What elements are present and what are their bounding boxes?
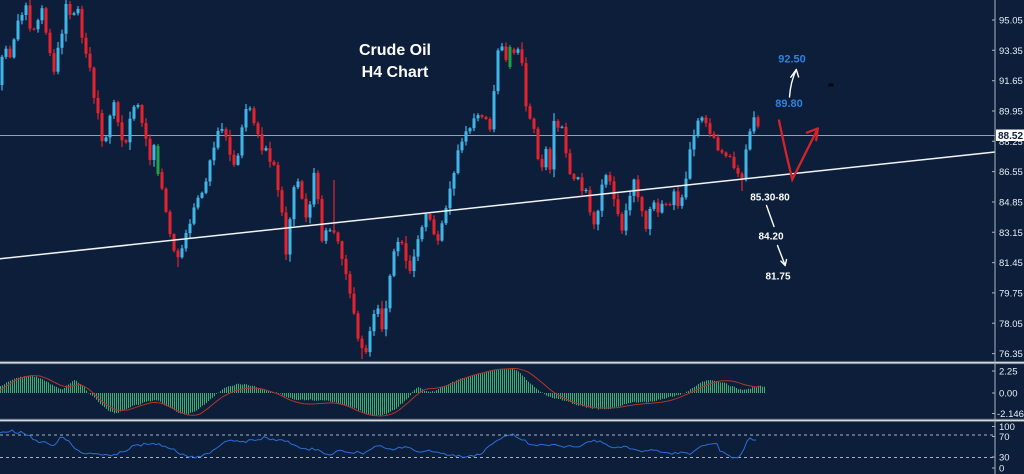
svg-text:76.35: 76.35: [999, 349, 1023, 360]
svg-text:30: 30: [999, 453, 1010, 464]
svg-text:91.65: 91.65: [999, 76, 1023, 87]
svg-text:Crude Oil: Crude Oil: [359, 42, 431, 59]
svg-text:79.75: 79.75: [999, 288, 1023, 299]
svg-text:85.30-80: 85.30-80: [750, 193, 790, 204]
svg-text:88.52: 88.52: [998, 131, 1023, 142]
svg-text:84.85: 84.85: [999, 198, 1023, 209]
svg-text:83.15: 83.15: [999, 228, 1023, 239]
svg-text:100: 100: [999, 422, 1015, 433]
svg-text:81.75: 81.75: [765, 272, 790, 283]
svg-text:84.20: 84.20: [758, 232, 783, 243]
svg-text:81.45: 81.45: [999, 258, 1023, 269]
svg-text:2.25: 2.25: [999, 367, 1018, 378]
svg-text:89.80: 89.80: [775, 98, 803, 110]
svg-text:95.05: 95.05: [999, 16, 1023, 27]
svg-text:H4 Chart: H4 Chart: [362, 64, 429, 81]
svg-text:0.00: 0.00: [999, 389, 1018, 400]
svg-text:0: 0: [999, 464, 1004, 474]
svg-text:89.95: 89.95: [999, 107, 1023, 118]
svg-text:70: 70: [999, 432, 1010, 443]
svg-text:88.25: 88.25: [999, 137, 1023, 148]
svg-text:86.55: 86.55: [999, 167, 1023, 178]
svg-text:-2.146: -2.146: [997, 409, 1024, 420]
svg-text:92.50: 92.50: [778, 54, 806, 66]
svg-text:78.05: 78.05: [999, 319, 1023, 330]
svg-text:93.35: 93.35: [999, 46, 1023, 57]
